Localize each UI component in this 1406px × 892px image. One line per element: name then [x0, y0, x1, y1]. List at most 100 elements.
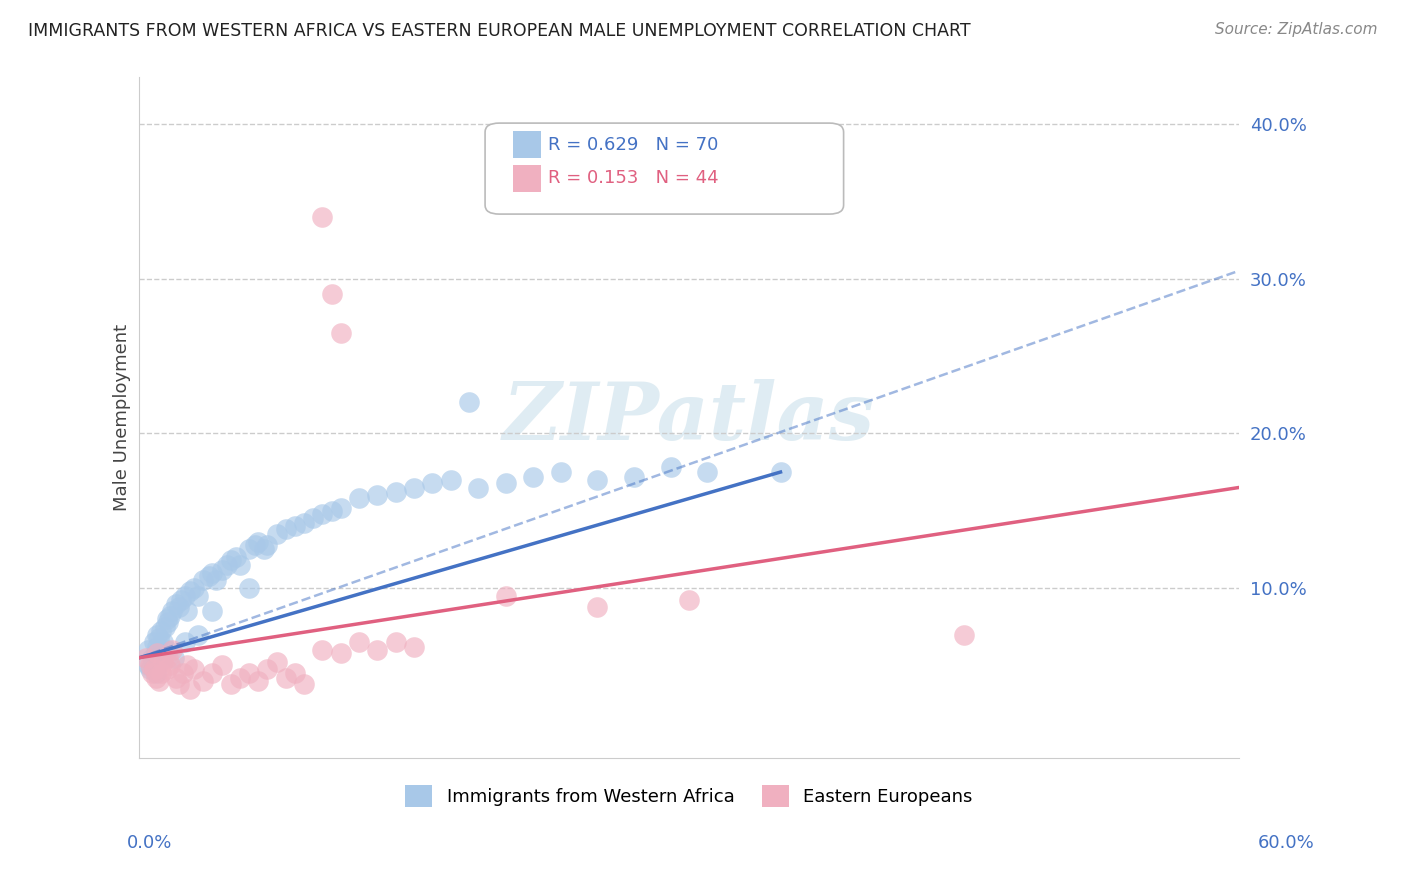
Point — [193, 673, 215, 688]
Point — [142, 635, 165, 649]
Point — [160, 604, 183, 618]
Point — [274, 671, 297, 685]
Point — [467, 481, 489, 495]
Point — [155, 662, 177, 676]
Point — [366, 643, 388, 657]
Point — [152, 656, 174, 670]
Point — [169, 599, 191, 614]
Point — [157, 650, 180, 665]
Point — [163, 650, 186, 665]
Point — [145, 666, 167, 681]
Point — [284, 519, 307, 533]
Point — [170, 593, 193, 607]
Point — [952, 627, 974, 641]
Point — [165, 671, 187, 685]
Point — [219, 553, 242, 567]
Text: R = 0.153   N = 44: R = 0.153 N = 44 — [548, 169, 718, 187]
Point — [150, 624, 173, 639]
Point — [311, 643, 333, 657]
Point — [145, 671, 167, 685]
Point — [139, 658, 162, 673]
Point — [292, 677, 315, 691]
Point — [347, 635, 370, 649]
Point — [329, 326, 352, 340]
Point — [201, 666, 224, 681]
Point — [201, 604, 224, 618]
Point — [211, 658, 233, 673]
Point — [256, 538, 278, 552]
Point — [292, 516, 315, 530]
Point — [172, 666, 194, 681]
Y-axis label: Male Unemployment: Male Unemployment — [114, 325, 131, 511]
Point — [139, 662, 162, 676]
Point — [266, 527, 288, 541]
Point — [495, 475, 517, 490]
Point — [402, 481, 425, 495]
Point — [586, 473, 609, 487]
Point — [174, 589, 197, 603]
Point — [321, 287, 343, 301]
Point — [458, 395, 481, 409]
Point — [176, 658, 198, 673]
Point — [183, 581, 205, 595]
Point — [623, 469, 645, 483]
Point — [696, 465, 718, 479]
Point — [183, 662, 205, 676]
Text: ZIPatlas: ZIPatlas — [503, 379, 875, 457]
Point — [187, 589, 209, 603]
Point — [225, 550, 247, 565]
Point — [311, 210, 333, 224]
Point — [253, 542, 276, 557]
Point — [193, 574, 215, 588]
Point — [152, 635, 174, 649]
Point — [145, 646, 167, 660]
Point — [247, 673, 270, 688]
Point — [160, 643, 183, 657]
Point — [148, 631, 170, 645]
Point — [311, 507, 333, 521]
Point — [274, 522, 297, 536]
Point — [157, 615, 180, 629]
Point — [266, 656, 288, 670]
Point — [146, 640, 169, 654]
Point — [148, 656, 170, 670]
Point — [201, 566, 224, 580]
Point — [402, 640, 425, 654]
Point — [179, 681, 201, 696]
Text: 60.0%: 60.0% — [1258, 834, 1315, 852]
Text: R = 0.629   N = 70: R = 0.629 N = 70 — [548, 136, 718, 153]
Point — [366, 488, 388, 502]
Point — [136, 658, 159, 673]
Point — [197, 568, 219, 582]
Point — [420, 475, 443, 490]
Point — [347, 491, 370, 506]
Point — [211, 563, 233, 577]
Point — [284, 666, 307, 681]
Point — [302, 511, 325, 525]
Point — [159, 658, 181, 673]
Legend: Immigrants from Western Africa, Eastern Europeans: Immigrants from Western Africa, Eastern … — [398, 778, 980, 814]
Point — [247, 534, 270, 549]
Point — [229, 558, 252, 572]
Point — [329, 500, 352, 515]
Text: IMMIGRANTS FROM WESTERN AFRICA VS EASTERN EUROPEAN MALE UNEMPLOYMENT CORRELATION: IMMIGRANTS FROM WESTERN AFRICA VS EASTER… — [28, 22, 970, 40]
Point — [142, 662, 165, 676]
Point — [159, 609, 181, 624]
Point — [136, 643, 159, 657]
Point — [146, 646, 169, 660]
Point — [219, 677, 242, 691]
Point — [440, 473, 463, 487]
Point — [659, 460, 682, 475]
Point — [141, 650, 163, 665]
Point — [321, 504, 343, 518]
Point — [141, 666, 163, 681]
Point — [329, 646, 352, 660]
Point — [146, 627, 169, 641]
Point — [384, 635, 406, 649]
Point — [174, 635, 197, 649]
Point — [187, 627, 209, 641]
Point — [586, 599, 609, 614]
Point — [155, 612, 177, 626]
Point — [495, 589, 517, 603]
Point — [678, 593, 700, 607]
